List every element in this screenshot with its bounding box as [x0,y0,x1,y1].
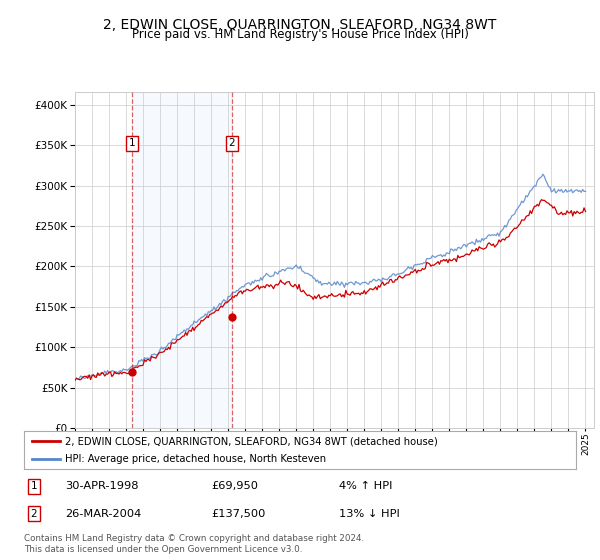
Text: 4% ↑ HPI: 4% ↑ HPI [338,482,392,491]
Text: 2: 2 [31,509,37,519]
Text: 2, EDWIN CLOSE, QUARRINGTON, SLEAFORD, NG34 8WT (detached house): 2, EDWIN CLOSE, QUARRINGTON, SLEAFORD, N… [65,436,438,446]
Text: Contains HM Land Registry data © Crown copyright and database right 2024.
This d: Contains HM Land Registry data © Crown c… [24,534,364,554]
Text: 1: 1 [31,482,37,491]
Text: Price paid vs. HM Land Registry's House Price Index (HPI): Price paid vs. HM Land Registry's House … [131,28,469,41]
Text: 2, EDWIN CLOSE, QUARRINGTON, SLEAFORD, NG34 8WT: 2, EDWIN CLOSE, QUARRINGTON, SLEAFORD, N… [103,18,497,32]
Text: £69,950: £69,950 [212,482,259,491]
Text: 1: 1 [128,138,135,148]
Text: 13% ↓ HPI: 13% ↓ HPI [338,509,400,519]
Text: 30-APR-1998: 30-APR-1998 [65,482,139,491]
Text: 26-MAR-2004: 26-MAR-2004 [65,509,142,519]
Bar [131,92,232,428]
Text: £137,500: £137,500 [212,509,266,519]
Text: HPI: Average price, detached house, North Kesteven: HPI: Average price, detached house, Nort… [65,454,326,464]
Text: 2: 2 [229,138,235,148]
